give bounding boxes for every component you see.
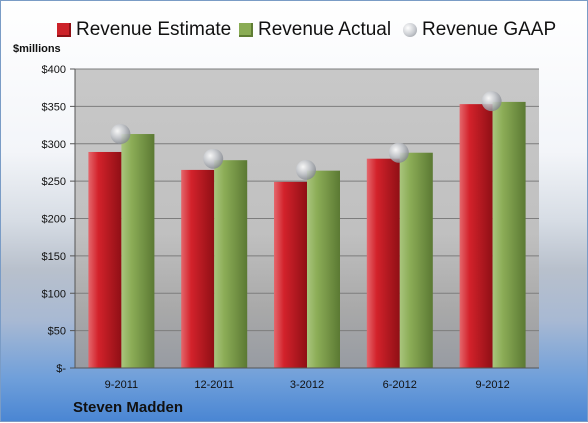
x-tick-label: 6-2012	[383, 379, 417, 391]
y-tick-label: $350	[42, 101, 66, 113]
marker-revenue-gaap	[481, 91, 502, 112]
y-tick-label: $100	[42, 288, 66, 300]
bar-revenue-estimate	[366, 158, 400, 368]
y-tick-label: $400	[42, 64, 66, 76]
marker-revenue-gaap	[296, 159, 316, 180]
bar-revenue-actual	[214, 160, 248, 368]
x-tick-label: 9-2012	[475, 379, 509, 391]
x-tick-label: 3-2012	[290, 379, 324, 391]
x-axis-ticks: 9-2011 12-2011 3-2012 6-2012 9-2012	[75, 367, 539, 391]
legend-swatch-green	[239, 23, 253, 37]
bar-revenue-estimate	[274, 181, 307, 368]
bar-revenue-actual	[399, 152, 433, 368]
y-tick-label: $300	[42, 139, 66, 151]
legend-swatch-gray-circle	[403, 23, 417, 37]
marker-revenue-gaap	[110, 124, 131, 145]
y-tick-label: $-	[56, 363, 66, 375]
y-tick-label: $250	[42, 176, 66, 188]
bar-revenue-actual	[492, 101, 526, 368]
marker-revenue-gaap	[388, 142, 409, 163]
bar-revenue-actual	[121, 134, 155, 368]
y-tick-label: $50	[48, 326, 66, 338]
bar-revenue-estimate	[181, 169, 215, 368]
y-axis-ticks: $- $50 $100 $150 $200 $250 $300 $350 $400	[42, 64, 76, 375]
x-tick-label: 12-2011	[194, 379, 234, 391]
y-tick-label: $200	[42, 214, 66, 226]
legend-label: Revenue GAAP	[422, 19, 557, 40]
y-axis-units-label: $millions	[13, 43, 61, 55]
bars	[88, 101, 526, 368]
bar-revenue-estimate	[459, 104, 493, 368]
gaap-markers	[110, 91, 502, 180]
legend-label: Revenue Estimate	[76, 19, 232, 40]
chart-legend: Revenue Estimate Revenue Actual Revenue …	[1, 13, 588, 47]
x-tick-label: 9-2011	[105, 379, 138, 391]
legend-swatch-red	[57, 23, 71, 37]
marker-revenue-gaap	[203, 148, 224, 169]
bar-revenue-actual	[307, 170, 340, 368]
y-tick-label: $150	[42, 251, 66, 263]
company-name: Steven Madden	[73, 399, 184, 416]
bar-revenue-estimate	[88, 151, 122, 368]
legend-label: Revenue Actual	[258, 19, 392, 40]
